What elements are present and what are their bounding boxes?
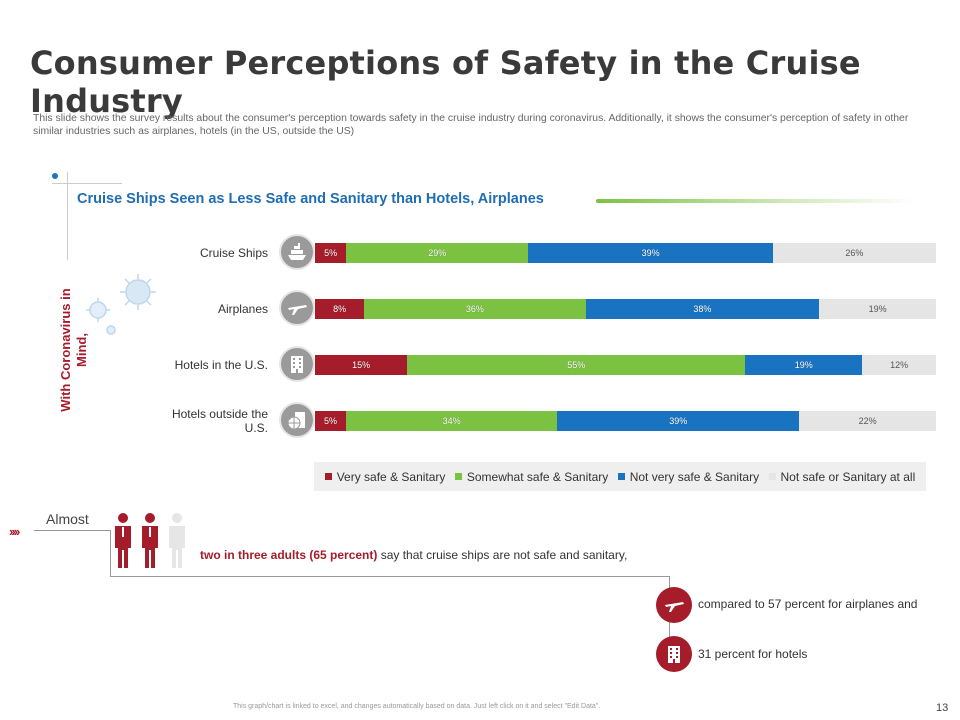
bar-row: 8% 36% 38% 19% <box>315 299 936 319</box>
bar-segment: 5% <box>315 411 347 431</box>
legend-item: Somewhat safe & Sanitary <box>454 469 609 484</box>
legend-swatch <box>454 473 462 480</box>
legend-label: Very safe & Sanitary <box>336 469 446 484</box>
bar-segment: 19% <box>819 299 936 319</box>
connector-line <box>110 530 111 576</box>
highlight-bold-text: two in three adults (65 percent) <box>200 548 378 562</box>
chevrons-right-icon: ›››› <box>9 524 20 539</box>
slide-title: Consumer Perceptions of Safety in the Cr… <box>30 44 861 120</box>
legend-item: Very safe & Sanitary <box>324 469 446 484</box>
people-icon <box>115 513 185 568</box>
airplane-circle-icon <box>656 587 692 623</box>
accent-dot <box>52 173 58 179</box>
hotel-circle-icon <box>656 636 692 672</box>
legend-label: Somewhat safe & Sanitary <box>466 469 609 484</box>
green-accent-rule <box>596 199 916 203</box>
highlight-rest-text: say that cruise ships are not safe and s… <box>380 548 628 562</box>
chart-legend: Very safe & Sanitary Somewhat safe & San… <box>314 462 926 491</box>
airplane-icon <box>279 290 315 326</box>
connector-line <box>34 530 110 531</box>
bar-row: 5% 29% 39% 26% <box>315 243 936 263</box>
bar-segment: 34% <box>346 411 558 431</box>
bar-segment: 12% <box>862 355 936 375</box>
legend-label: Not safe or Sanitary at all <box>780 469 916 484</box>
legend-label: Not very safe & Sanitary <box>629 469 760 484</box>
bar-segment: 29% <box>346 243 529 263</box>
crosshair-horizontal-line <box>52 183 122 184</box>
highlight-statement: two in three adults (65 percent) say tha… <box>200 548 627 562</box>
category-label: Hotels in the U.S. <box>174 358 268 372</box>
virus-icon <box>86 274 156 335</box>
bar-segment: 55% <box>407 355 746 375</box>
slide-description: This slide shows the survey results abou… <box>33 113 909 137</box>
legend-swatch <box>617 473 625 480</box>
bar-segment: 15% <box>315 355 408 375</box>
hotel-icon <box>279 346 315 382</box>
category-label: Cruise Ships <box>199 246 268 260</box>
bar-segment: 5% <box>315 243 347 263</box>
bar-segment: 19% <box>745 355 863 375</box>
bar-segment: 36% <box>364 299 586 319</box>
bar-segment: 39% <box>557 411 800 431</box>
bar-segment: 26% <box>772 243 936 263</box>
chart-title: Cruise Ships Seen as Less Safe and Sanit… <box>77 191 544 207</box>
bar-segment: 38% <box>585 299 820 319</box>
page-number: 13 <box>936 702 949 714</box>
legend-swatch <box>768 473 776 480</box>
legend-swatch <box>324 473 332 480</box>
bar-segment: 22% <box>799 411 936 431</box>
legend-item: Not safe or Sanitary at all <box>768 469 916 484</box>
footer-note: This graph/chart is linked to excel, and… <box>233 703 601 710</box>
airplanes-note: compared to 57 percent for airplanes and <box>698 597 918 611</box>
connector-line <box>110 576 669 577</box>
category-label: Airplanes <box>217 302 268 316</box>
category-label: Hotels outside the U.S. <box>171 407 268 435</box>
hotel-globe-icon <box>279 402 315 438</box>
bar-row: 15% 55% 19% 12% <box>315 355 936 375</box>
hotels-note: 31 percent for hotels <box>698 647 808 661</box>
almost-label: Almost <box>46 511 89 527</box>
crosshair-vertical-line <box>67 172 68 260</box>
bar-segment: 8% <box>315 299 365 319</box>
bar-segment: 39% <box>528 243 773 263</box>
bar-row: 5% 34% 39% 22% <box>315 411 936 431</box>
ship-icon <box>279 234 315 270</box>
legend-item: Not very safe & Sanitary <box>617 469 760 484</box>
